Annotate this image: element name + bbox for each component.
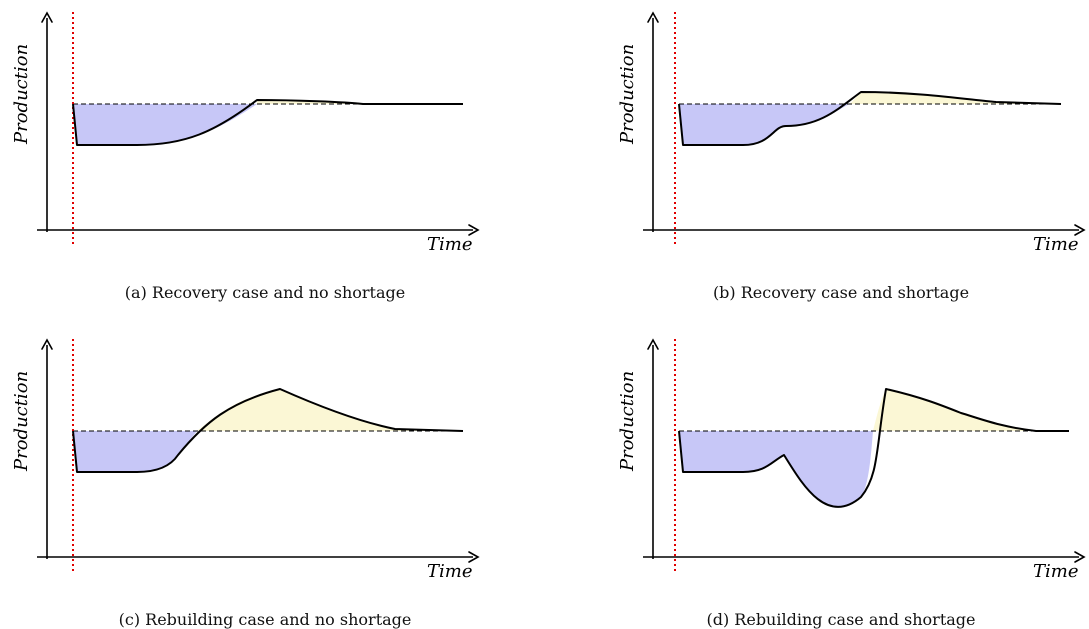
y-axis-label: Production (617, 44, 638, 145)
x-axis-arrow (1074, 224, 1086, 236)
loss-area (679, 104, 850, 145)
x-axis-arrow (1074, 551, 1086, 563)
production-curve (72, 388, 464, 473)
chart-a: Production Time (11, 11, 480, 255)
y-axis-arrow (41, 11, 53, 23)
x-axis-label: Time (427, 234, 472, 255)
panel-c: Production Time (c) Rebuilding case and … (0, 327, 483, 629)
chart-b: Production Time (617, 11, 1086, 255)
caption: (b) Recovery case and shortage (712, 283, 970, 302)
caption: (d) Rebuilding case and shortage (706, 610, 976, 629)
panel-d: Production Time (d) Rebuilding case and … (606, 327, 1089, 629)
x-axis-label: Time (427, 561, 472, 582)
caption: (c) Rebuilding case and no shortage (118, 610, 412, 629)
y-axis-label: Production (11, 44, 32, 145)
y-axis-arrow (647, 338, 659, 350)
chart-d: Production Time (617, 338, 1086, 582)
panel-a: Production Time (a) Recovery case and no… (0, 0, 483, 302)
y-axis-label: Production (11, 371, 32, 472)
loss-area (73, 431, 197, 472)
x-axis-label: Time (1033, 234, 1078, 255)
production-curve (72, 99, 463, 146)
chart-c: Production Time (11, 338, 480, 582)
panel-b: Production Time (b) Recovery case and sh… (606, 0, 1089, 302)
y-axis-label: Production (617, 371, 638, 472)
y-axis-arrow (647, 11, 659, 23)
gain-area (873, 389, 1036, 431)
y-axis-arrow (41, 338, 53, 350)
caption: (a) Recovery case and no shortage (124, 283, 406, 302)
loss-area (73, 104, 257, 145)
loss-area (679, 431, 873, 507)
production-curve (678, 388, 1069, 508)
production-curve (678, 91, 1062, 146)
x-axis-arrow (468, 551, 480, 563)
x-axis-label: Time (1033, 561, 1078, 582)
x-axis-arrow (468, 224, 480, 236)
